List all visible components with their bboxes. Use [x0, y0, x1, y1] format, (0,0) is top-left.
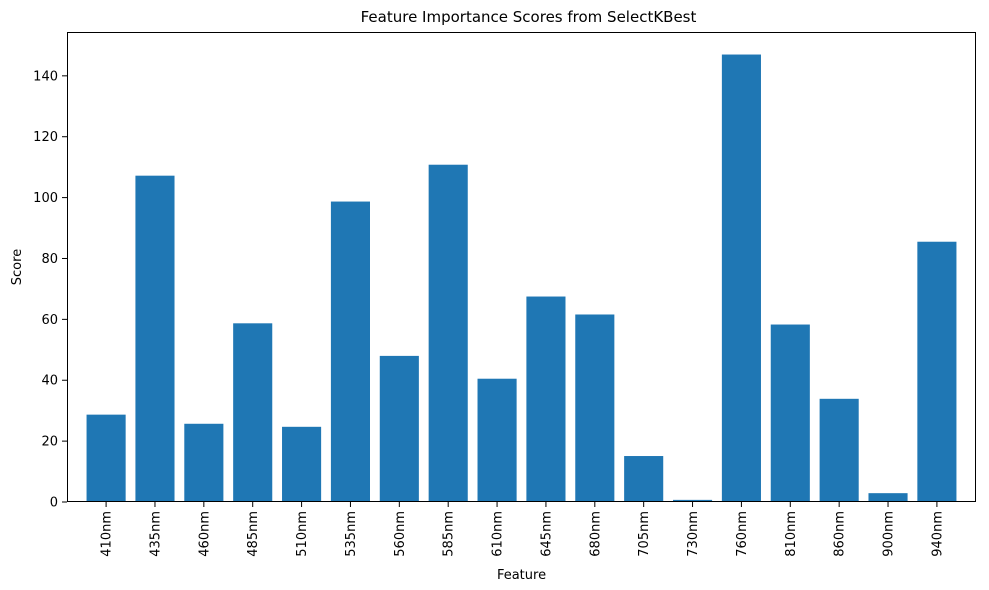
x-tick-label: 410nm — [100, 511, 115, 557]
y-tick-label: 140 — [33, 69, 58, 84]
bar-485nm — [233, 323, 273, 502]
x-tick-label: 680nm — [588, 511, 603, 557]
y-tick-label: 20 — [41, 435, 58, 450]
bar-705nm — [624, 456, 664, 502]
bar-510nm — [282, 426, 322, 502]
bar-435nm — [135, 175, 175, 502]
bar-645nm — [526, 296, 566, 502]
x-axis-label: Feature — [497, 568, 546, 583]
x-tick-label: 610nm — [491, 511, 506, 557]
x-tick-label: 460nm — [197, 511, 212, 557]
x-tick-label: 435nm — [148, 511, 163, 557]
bar-860nm — [819, 398, 859, 502]
y-axis-label: Score — [10, 249, 25, 285]
bar-410nm — [86, 414, 126, 502]
y-tick-label: 80 — [41, 252, 58, 267]
y-tick-label: 60 — [41, 313, 58, 328]
x-tick-label: 510nm — [295, 511, 310, 557]
bar-680nm — [575, 314, 615, 502]
y-tick-label: 0 — [50, 496, 58, 511]
x-axis: 410nm 435nm 460nm 485nm 510nm 535nm 560nm 585nm… — [100, 502, 945, 557]
x-tick-label: 760nm — [735, 511, 750, 557]
bar-940nm — [917, 241, 957, 503]
chart-title: Feature Importance Scores from SelectKBe… — [361, 8, 697, 26]
bar-series — [86, 54, 957, 503]
bar-760nm — [721, 54, 761, 502]
x-tick-label: 810nm — [784, 511, 799, 557]
x-tick-label: 860nm — [833, 511, 848, 557]
x-tick-label: 730nm — [686, 511, 701, 557]
x-tick-label: 485nm — [246, 511, 261, 557]
y-tick-label: 40 — [41, 374, 58, 389]
x-tick-label: 585nm — [442, 511, 457, 557]
x-tick-label: 645nm — [539, 511, 554, 557]
bar-460nm — [184, 423, 224, 502]
x-tick-label: 535nm — [344, 511, 359, 557]
bar-560nm — [379, 355, 419, 502]
y-axis: 0 20 40 60 80 100 120 140 — [33, 69, 67, 511]
bar-535nm — [330, 201, 370, 503]
bar-585nm — [428, 164, 468, 502]
x-tick-label: 940nm — [930, 511, 945, 557]
y-tick-label: 120 — [33, 130, 58, 145]
plot-frame — [67, 32, 976, 502]
bar-610nm — [477, 378, 517, 502]
x-tick-label: 705nm — [637, 511, 652, 557]
x-tick-label: 900nm — [882, 511, 897, 557]
y-tick-label: 100 — [33, 191, 58, 206]
x-tick-label: 560nm — [393, 511, 408, 557]
bar-810nm — [770, 324, 810, 502]
bar-730nm — [673, 499, 713, 502]
bar-900nm — [868, 493, 908, 502]
plot-area: 0 20 40 60 80 100 120 140 410nm 435nm 460nm 485nm 5… — [33, 32, 976, 557]
